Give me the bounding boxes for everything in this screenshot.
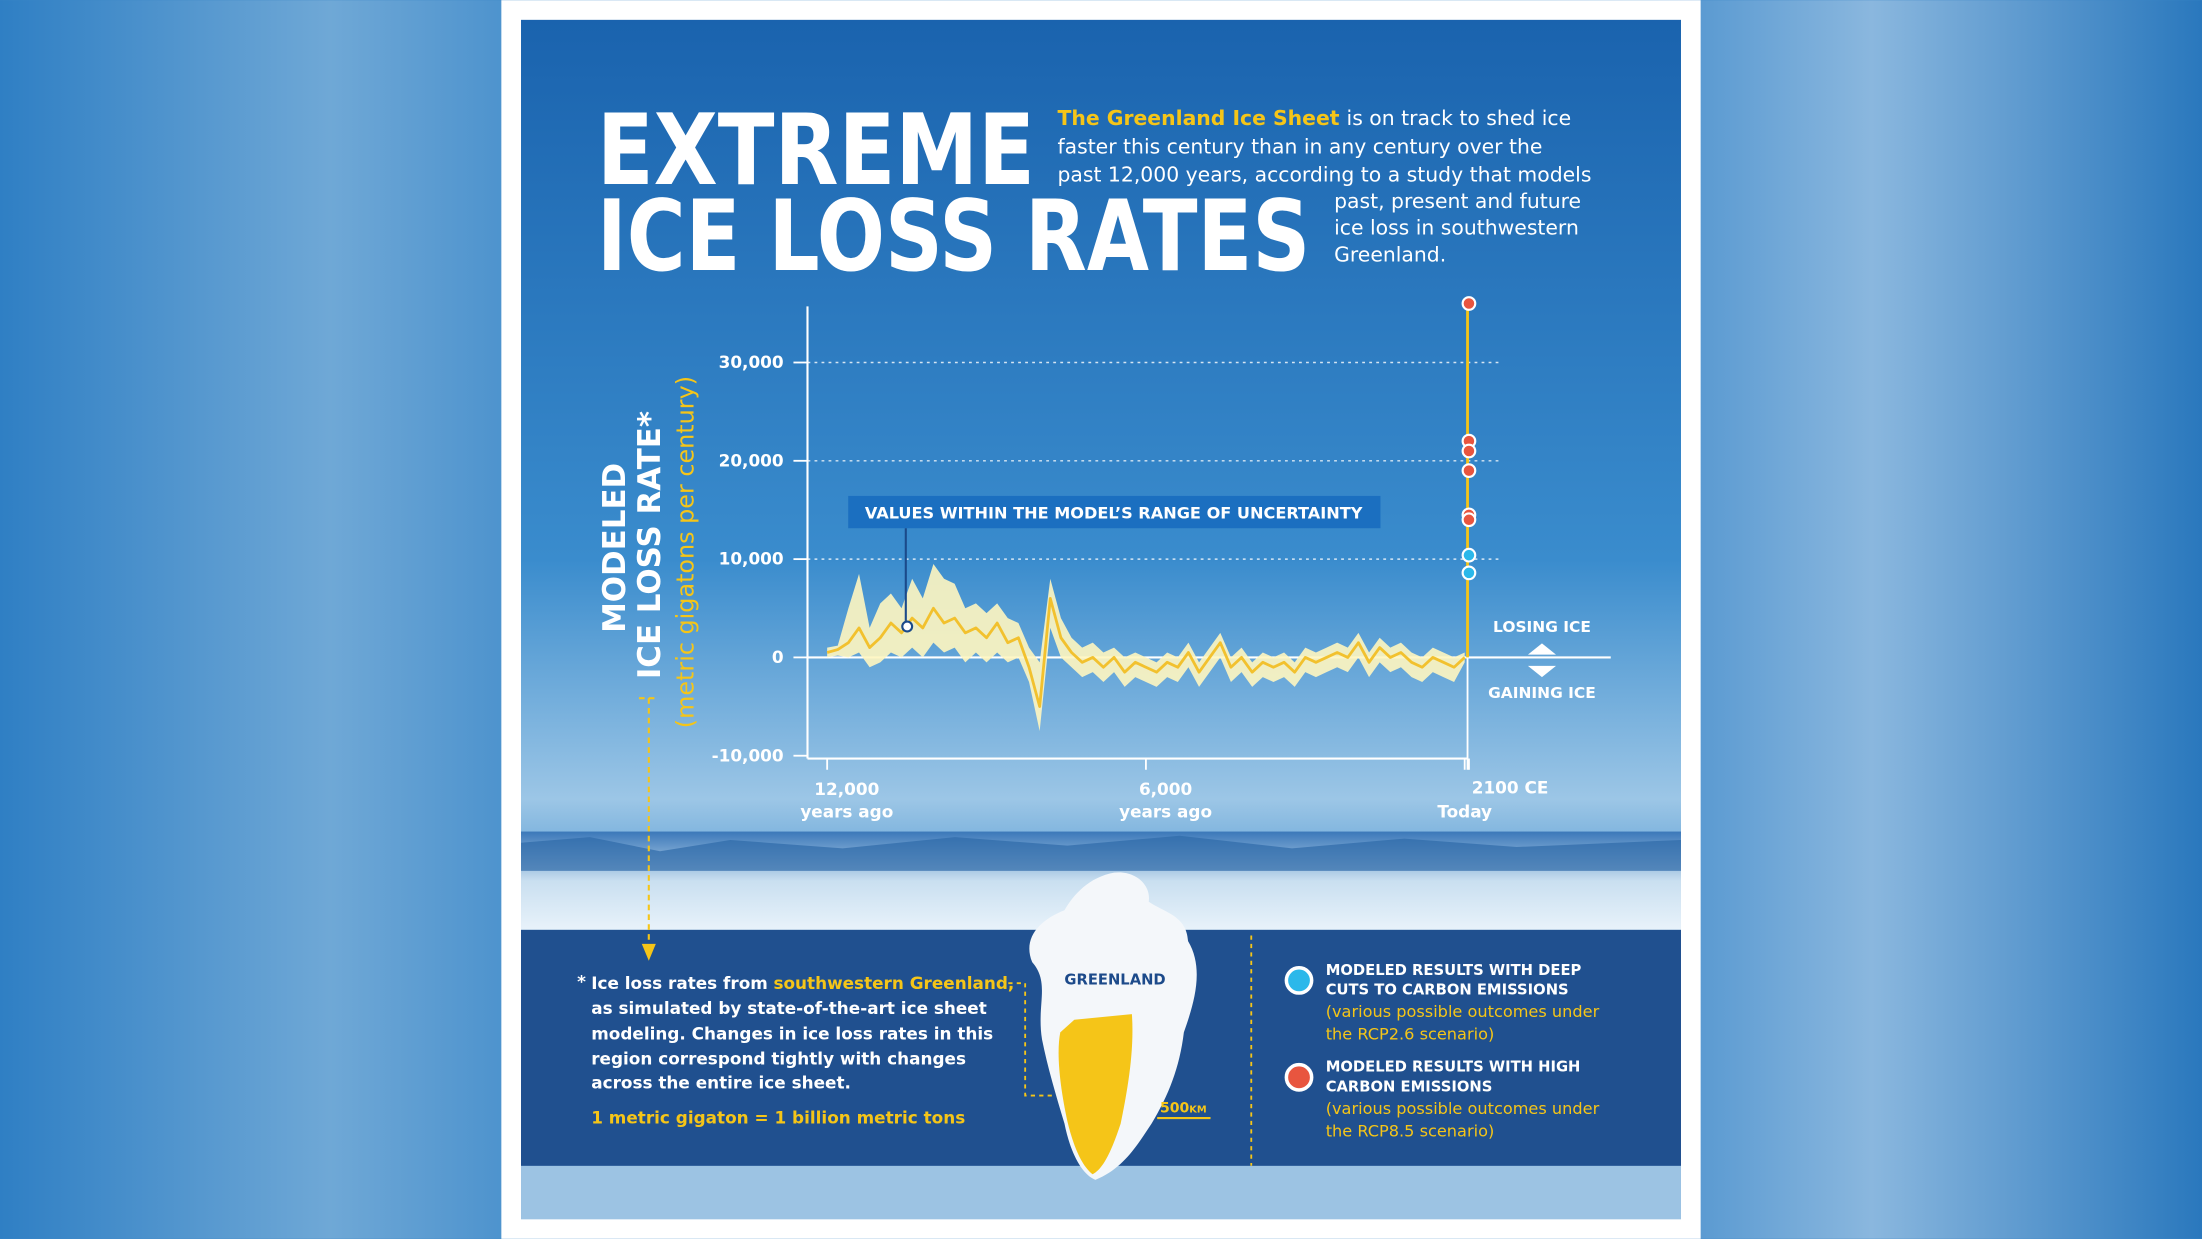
legend-entry: MODELED RESULTS WITH DEEP CUTS TO CARBON… — [1325, 962, 1600, 1044]
map-label: GREENLAND — [1064, 972, 1165, 989]
title: ICE LOSS RATES — [597, 180, 1310, 294]
legend-entry: MODELED RESULTS WITH HIGH CARBON EMISSIO… — [1325, 1059, 1600, 1141]
scenario-point — [1461, 565, 1477, 581]
x-tick-label: Today — [1437, 802, 1492, 822]
scenario-point — [1461, 443, 1477, 459]
annotation: LOSING ICE — [1493, 618, 1591, 636]
y-axis-title: ICE LOSS RATE* — [632, 411, 668, 679]
legend: MODELED RESULTS WITH DEEP CUTS TO CARBON… — [1284, 962, 1600, 1141]
arrows — [1527, 643, 1557, 678]
scale-bar-label: 500KM — [1160, 1100, 1207, 1116]
footnote-highlight: southwestern Greenland, — [773, 973, 1014, 993]
x-tick-label: 2100 CE — [1472, 778, 1549, 798]
intro-line: past 12,000 years, according to a study … — [1057, 162, 1591, 186]
y-tick-label: -10,000 — [712, 745, 784, 765]
footnote-marker: * — [577, 971, 586, 991]
scenario-point — [1461, 547, 1477, 563]
ice-ridge — [521, 835, 1681, 871]
y-axis-title: MODELED — [597, 463, 633, 633]
scenario-point — [1461, 296, 1477, 311]
y-tick-label: 10,000 — [719, 549, 784, 569]
intro-line: faster this century than in any century … — [1057, 134, 1542, 158]
footnote-line: across the entire ice sheet. — [591, 1073, 851, 1093]
pointer-line — [638, 697, 659, 944]
southwest-region — [1058, 1014, 1133, 1175]
x-tick-label: 12,000 — [814, 779, 879, 799]
scenario-point — [1461, 463, 1477, 479]
legend-label: MODELED RESULTS WITH DEEP CUTS TO CARBON… — [1325, 962, 1582, 999]
scenario-point — [1461, 512, 1477, 528]
callout-dot — [901, 620, 914, 633]
x-tick-label: 6,000 — [1139, 779, 1192, 799]
footnote-line: as simulated by state-of-the-art ice she… — [591, 998, 987, 1018]
pointer-arrow — [641, 943, 656, 961]
annotation: GAINING ICE — [1488, 684, 1596, 702]
legend-note: (various possible outcomes under the RCP… — [1325, 1001, 1600, 1044]
footnote-line: region correspond tightly with changes — [591, 1049, 966, 1069]
footnote-line: modeling. Changes in ice loss rates in t… — [591, 1023, 993, 1043]
intro-line: past, present and future — [1334, 189, 1581, 213]
y-tick-label: 20,000 — [719, 450, 784, 470]
x-unit: years ago — [1119, 802, 1212, 822]
y-tick-label: 0 — [772, 647, 784, 667]
line — [826, 597, 1466, 708]
scale-value: 500 — [1160, 1100, 1190, 1116]
intro-line: ice loss in southwestern — [1334, 216, 1579, 240]
legend-note: (various possible outcomes under the RCP… — [1325, 1098, 1600, 1141]
uncertainty-band — [827, 564, 1465, 732]
y-axis-unit: (metric gigatons per century) — [672, 376, 700, 728]
plot: -10,000 0 10,000 20,000 30,000 12,000 years ag… — [712, 296, 1611, 822]
footnote-line: Ice loss rates from southwestern Greenlan… — [591, 973, 1014, 993]
intro-line: is on track to shed ice — [1347, 106, 1572, 130]
intro-line: Greenland. — [1334, 242, 1446, 266]
x-unit: years ago — [800, 802, 893, 822]
scale-unit: KM — [1189, 1104, 1206, 1115]
region-pointer — [1008, 982, 1054, 1097]
y-tick-label: 30,000 — [719, 352, 784, 372]
conversion: 1 metric gigaton = 1 billion metric tons — [591, 1108, 965, 1128]
title: EXTREME — [597, 94, 1035, 208]
footnote-text: Ice loss rates from — [591, 973, 768, 993]
callout-box — [848, 495, 1381, 529]
legend-swatch — [1284, 1062, 1314, 1092]
legend-swatch — [1284, 966, 1314, 995]
legend-label: MODELED RESULTS WITH HIGH CARBON EMISSIO… — [1325, 1059, 1581, 1096]
callout: VALUES WITHIN THE MODEL’S RANGE OF UNCER… — [865, 503, 1363, 522]
intro-lead: The Greenland Ice Sheet — [1057, 106, 1339, 130]
intro: The Greenland Ice Sheet is on track to sh… — [1057, 106, 1571, 130]
